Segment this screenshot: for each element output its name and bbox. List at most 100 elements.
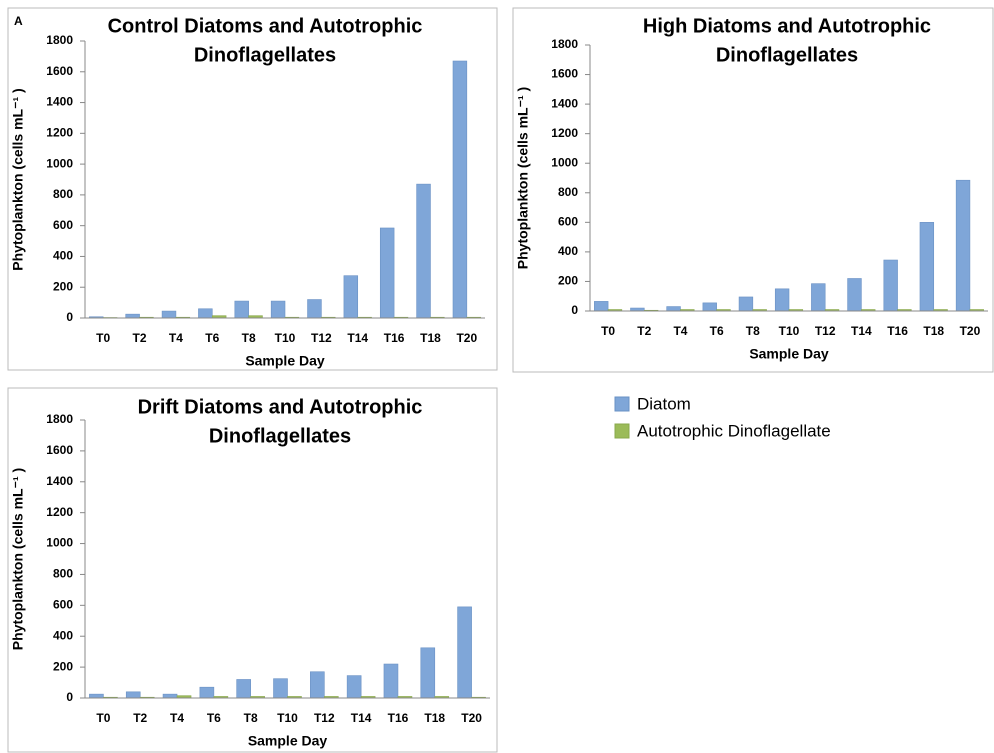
legend-swatch (614, 396, 630, 412)
y-tick-label: 400 (558, 244, 578, 258)
chart-title: Dinoflagellates (194, 44, 336, 66)
x-axis-label: Sample Day (749, 346, 829, 362)
x-tick-label: T20 (461, 711, 482, 725)
x-tick-label: T6 (207, 711, 221, 725)
x-tick-label: T20 (960, 324, 981, 338)
bar (738, 296, 754, 312)
bar (379, 227, 395, 319)
x-tick-label: T10 (275, 331, 296, 345)
x-tick-label: T12 (311, 331, 332, 345)
y-tick-label: 1600 (46, 443, 73, 457)
x-tick-label: T14 (347, 331, 368, 345)
y-tick-label: 400 (53, 249, 73, 263)
bar (452, 60, 468, 319)
bar (125, 313, 140, 319)
y-tick-label: 1000 (551, 155, 578, 169)
y-tick-label: 800 (53, 567, 73, 581)
x-tick-label: T20 (456, 331, 477, 345)
bar (811, 283, 826, 312)
bar (883, 259, 898, 312)
y-tick-label: 600 (558, 215, 578, 229)
bar (234, 300, 249, 319)
chart-title: Dinoflagellates (209, 425, 351, 447)
bar (847, 278, 862, 312)
x-axis-label: Sample Day (245, 353, 325, 369)
x-tick-label: T0 (96, 331, 110, 345)
chart-title: Dinoflagellates (716, 44, 858, 66)
bar (457, 606, 472, 699)
bar (702, 302, 717, 312)
x-tick-label: T0 (601, 324, 615, 338)
y-tick-label: 0 (571, 303, 578, 317)
chart-title: Control Diatoms and Autotrophic (108, 15, 423, 37)
x-tick-label: T2 (637, 324, 651, 338)
bar (273, 678, 288, 699)
bar (919, 222, 935, 312)
bar (307, 299, 322, 319)
y-tick-label: 1800 (46, 33, 73, 47)
x-tick-label: T14 (351, 711, 372, 725)
x-tick-label: T4 (673, 324, 687, 338)
bar (310, 671, 325, 699)
bar (198, 308, 213, 319)
panel-label: A (14, 14, 23, 28)
y-tick-label: 1200 (46, 505, 73, 519)
x-tick-label: T12 (314, 711, 335, 725)
y-tick-label: 0 (66, 690, 73, 704)
bar (955, 179, 971, 312)
y-axis-label: Phytoplankton (cells mL⁻¹ ) (515, 87, 531, 269)
x-tick-label: T8 (244, 711, 258, 725)
x-tick-label: T18 (420, 331, 441, 345)
x-tick-label: T0 (96, 711, 110, 725)
x-tick-label: T18 (424, 711, 445, 725)
x-tick-label: T4 (170, 711, 184, 725)
legend-label: Diatom (637, 394, 691, 413)
chart-title: Drift Diatoms and Autotrophic (138, 396, 423, 418)
y-tick-label: 0 (66, 310, 73, 324)
panel-frame (512, 7, 994, 373)
x-tick-label: T14 (851, 324, 872, 338)
y-axis-label: Phytoplankton (cells mL⁻¹ ) (10, 88, 26, 270)
x-tick-label: T16 (388, 711, 409, 725)
bar (420, 647, 436, 699)
y-tick-label: 400 (53, 628, 73, 642)
bar (162, 693, 178, 699)
x-tick-label: T2 (133, 331, 147, 345)
bar (161, 310, 177, 319)
bar (89, 693, 104, 699)
panel-frame (7, 7, 498, 371)
y-tick-label: 1000 (46, 156, 73, 170)
y-tick-label: 1600 (551, 67, 578, 81)
x-tick-label: T6 (205, 331, 219, 345)
y-tick-label: 600 (53, 598, 73, 612)
chart-title: High Diatoms and Autotrophic (643, 15, 931, 37)
y-tick-label: 1200 (46, 126, 73, 140)
x-tick-label: T10 (277, 711, 298, 725)
bar (125, 691, 141, 699)
y-tick-label: 200 (53, 659, 73, 673)
x-tick-label: T16 (384, 331, 405, 345)
y-tick-label: 1800 (46, 412, 73, 426)
y-tick-label: 200 (558, 274, 578, 288)
x-tick-label: T18 (923, 324, 944, 338)
y-tick-label: 800 (558, 185, 578, 199)
y-tick-label: 200 (53, 279, 73, 293)
legend-label: Autotrophic Dinoflagellate (637, 421, 831, 440)
x-tick-label: T8 (746, 324, 760, 338)
bar (343, 275, 359, 319)
bar (236, 679, 251, 699)
bar (416, 183, 431, 319)
x-axis-label: Sample Day (248, 733, 328, 749)
y-tick-label: 1400 (46, 474, 73, 488)
y-tick-label: 1000 (46, 536, 73, 550)
bar (199, 686, 215, 699)
x-tick-label: T4 (169, 331, 183, 345)
bar (774, 288, 790, 312)
y-tick-label: 600 (53, 218, 73, 232)
legend-swatch (614, 423, 630, 439)
x-tick-label: T12 (815, 324, 836, 338)
bar (594, 301, 609, 312)
y-tick-label: 1200 (551, 126, 578, 140)
bar (346, 675, 362, 699)
x-tick-label: T10 (779, 324, 800, 338)
